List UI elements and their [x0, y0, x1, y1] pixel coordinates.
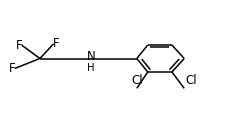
Text: Cl: Cl [185, 74, 196, 87]
Text: N: N [86, 50, 95, 63]
Text: F: F [9, 62, 16, 75]
Text: F: F [16, 38, 23, 52]
Text: Cl: Cl [131, 74, 142, 87]
Text: H: H [87, 63, 94, 73]
Text: F: F [52, 37, 59, 50]
